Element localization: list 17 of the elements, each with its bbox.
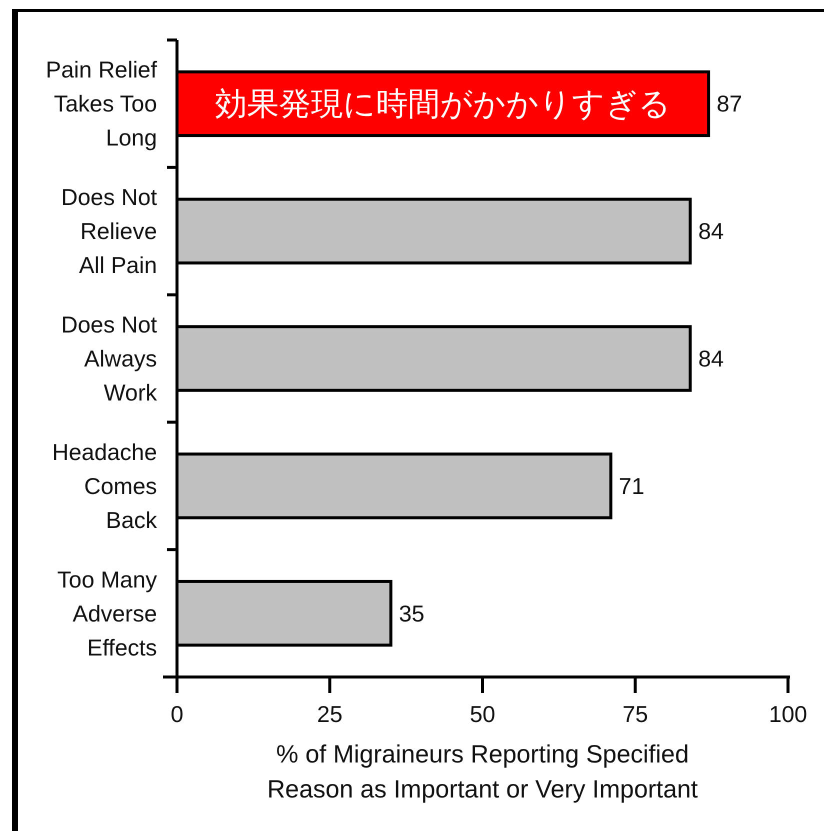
x-axis-title: % of Migraineurs Reporting Specified Reason as Important or Very Important — [267, 740, 698, 804]
x-tick-label: 25 — [316, 701, 343, 727]
data-label: 71 — [618, 472, 644, 499]
x-tick-label: 0 — [170, 701, 184, 727]
x-tick-label: 50 — [470, 701, 496, 727]
x-tick-label: 75 — [622, 701, 648, 727]
y-tick-label: Headache Comes Back — [52, 438, 158, 533]
y-tick-label: Does Not Relieve All Pain — [61, 184, 158, 278]
y-tick-label: Does Not Always Work — [61, 312, 158, 406]
data-label: 87 — [716, 90, 742, 117]
y-tick-label: Too Many Adverse Effects — [57, 566, 158, 660]
data-label: 35 — [398, 600, 424, 626]
annotations: 効果発現に時間がかかりすぎる — [214, 84, 671, 123]
data-label: 84 — [698, 218, 724, 244]
data-label: 84 — [698, 346, 724, 372]
y-tick-label: Pain Relief Takes Too Long — [46, 56, 158, 151]
x-tick-label: 100 — [768, 701, 808, 727]
